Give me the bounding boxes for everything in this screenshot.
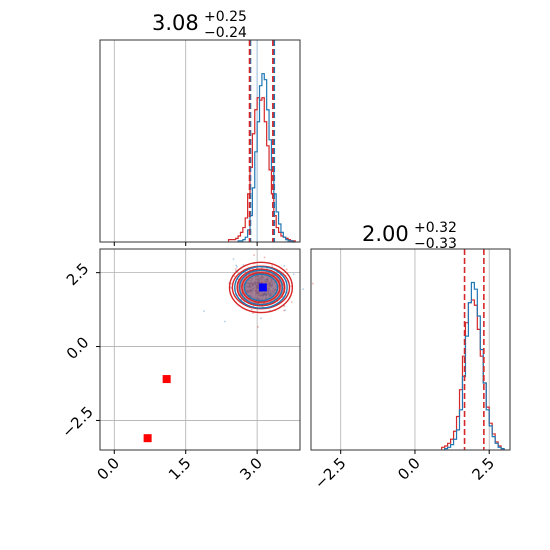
density-sample [234,268,237,270]
density-sample [292,273,295,276]
density-sample [232,258,235,260]
density-sample [263,256,266,259]
contour-line [243,273,279,302]
density-sample [203,310,205,313]
marker-point [143,434,152,443]
density-sample [290,301,293,303]
density-sample [283,264,286,267]
density-sample [223,320,226,323]
grid [100,249,300,450]
panel-title-lower-error: −0.33 [414,236,457,252]
x-tick-label: −2.5 [311,454,349,492]
density-sample [253,254,255,257]
marker-point [162,375,171,384]
marker-points [143,283,267,443]
density-sample [257,326,259,328]
y-tick-label: −2.5 [58,403,96,441]
histogram-series-blue [237,73,296,243]
grid [340,249,490,450]
density-sample [283,309,286,312]
histogram-bars [227,40,296,243]
axes-frame [99,39,301,243]
x-tick-label: 0.0 [394,454,424,484]
density-sample [252,312,255,315]
tick-marks: −2.5 0.0 2.5 [311,450,498,493]
top-left-histogram-panel: 3.08 +0.25 −0.24 [99,9,301,246]
histogram-bars [441,249,505,450]
x-tick-label: 0.0 [94,454,124,484]
histogram-series-blue [444,281,505,450]
panel-title-lower-error: −0.24 [204,25,247,41]
y-tick-label: 2.5 [63,259,93,289]
bottom-right-histogram-panel: −2.5 0.0 2.5 2.00 +0.32 −0.33 [310,220,511,493]
axes-frame [99,248,301,451]
panel-title-value: 2.00 [362,222,409,246]
histogram-series-red [227,97,296,242]
panel-title-upper-error: +0.25 [204,9,247,25]
density-sample [235,264,238,267]
density-sample [250,308,253,311]
panel-title-upper-error: +0.32 [414,220,457,236]
density-sample [302,288,304,291]
histogram-series-red [441,299,505,450]
density-sample [311,282,314,285]
density-sample [284,309,287,312]
contour-line [238,269,284,306]
x-tick-label: 2.5 [468,454,498,484]
marker-point [258,283,267,292]
density-sample [236,265,238,268]
contour-line [228,261,294,314]
density-sample [260,317,262,320]
y-tick-label: 0.0 [63,333,93,363]
tick-marks [113,242,258,246]
panel-title-value: 3.08 [152,11,199,35]
x-tick-label: 1.5 [165,454,195,484]
density-sample [283,305,286,308]
contour-line [234,266,288,309]
axes-frame [310,248,511,451]
grid [113,40,258,242]
x-tick-label: 3.0 [236,454,266,484]
density-sample [271,264,274,267]
contour-line [241,271,281,303]
contour-line [236,268,286,307]
bottom-left-scatter-panel: 0.0 1.5 3.0 −2.5 0.0 2.5 [58,248,314,484]
density-sample [285,268,288,271]
